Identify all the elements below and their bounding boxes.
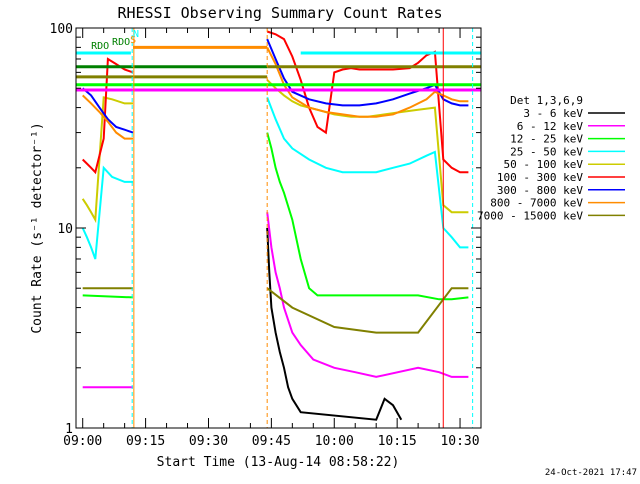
series-line-2 <box>266 132 469 301</box>
x-tick-label: 09:15 <box>126 434 165 449</box>
legend-label: 7000 - 15000 keV <box>477 209 583 222</box>
legend-label: 50 - 100 keV <box>504 158 584 171</box>
series-line-7 <box>266 46 469 118</box>
legend-label: 12 - 25 keV <box>510 133 583 146</box>
legend-label: 25 - 50 keV <box>510 145 583 158</box>
legend-label: 6 - 12 keV <box>517 120 584 133</box>
x-axis: 09:00 09:15 09:30 09:45 10:00 10:15 10:30 <box>63 28 482 449</box>
series-line-1 <box>266 212 469 378</box>
x-tick-label: 09:30 <box>189 434 228 449</box>
series-line-3 <box>81 165 133 260</box>
series-line-0 <box>266 227 403 421</box>
footer-date: 24-Oct-2021 17:47 <box>545 468 637 478</box>
x-tick-label: 10:00 <box>315 434 354 449</box>
series-line-2 <box>82 294 134 299</box>
chart-title: RHESSI Observing Summary Count Rates <box>117 4 442 22</box>
y-tick-label: 10 <box>57 222 73 237</box>
series-line-6 <box>82 87 134 134</box>
y-axis-label: Count Rate (s⁻¹ detector⁻¹) <box>30 122 45 333</box>
x-tick-label: 09:45 <box>252 434 291 449</box>
legend-label: 300 - 800 keV <box>497 184 583 197</box>
series-line-3 <box>266 97 469 249</box>
x-axis-label: Start Time (13-Aug-14 08:58:22) <box>157 455 400 470</box>
annotation-label: N <box>133 29 139 40</box>
series-line-7 <box>82 94 133 140</box>
legend-label: 800 - 7000 keV <box>490 197 583 210</box>
x-tick-label: 10:15 <box>378 434 417 449</box>
legend-label: 100 - 300 keV <box>497 171 583 184</box>
y-tick-label: 100 <box>50 22 73 37</box>
y-tick-label: 1 <box>65 422 73 437</box>
legend-label: 3 - 6 keV <box>523 107 583 120</box>
legend-title: Det 1,3,6,9 <box>510 94 583 107</box>
series-line-4 <box>81 96 133 224</box>
x-tick-label: 09:00 <box>63 434 102 449</box>
x-tick-label: 10:30 <box>440 434 479 449</box>
annotation-label: RDO <box>91 41 109 52</box>
series-line-8 <box>266 287 469 334</box>
annotation-label: S <box>130 35 136 46</box>
y-axis: 1 10 100 <box>50 22 481 437</box>
annotation-label: RDO <box>112 37 130 48</box>
series-line-6 <box>266 38 469 107</box>
